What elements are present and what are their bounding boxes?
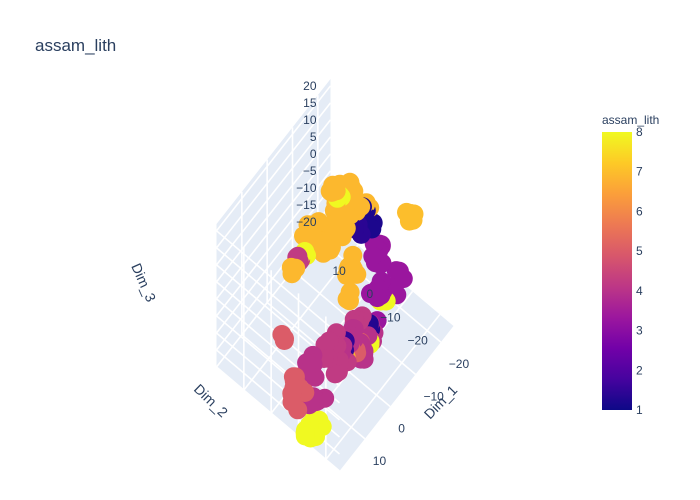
x-tick-label: 0 xyxy=(398,422,405,436)
colorbar: assam_lith 1 2 3 4 5 6 7 8 xyxy=(602,113,659,417)
grid-z-right xyxy=(215,366,341,472)
z-tick-label: 5 xyxy=(310,130,317,144)
y-tick-label: −10 xyxy=(380,310,401,324)
data-point xyxy=(363,246,383,266)
z-tick-label: 10 xyxy=(303,113,317,127)
data-point xyxy=(311,239,331,259)
chart-title: assam_lith xyxy=(35,36,116,55)
x-tick-label: −10 xyxy=(424,389,445,403)
colorbar-ticks: 1 2 3 4 5 6 7 8 xyxy=(636,125,643,417)
grid-z-left xyxy=(215,85,332,232)
z-tick-label: 0 xyxy=(310,147,317,161)
colorbar-tick-label: 2 xyxy=(636,363,643,377)
data-point xyxy=(294,226,313,246)
grid-z-right xyxy=(215,230,341,336)
data-point xyxy=(361,283,381,303)
data-point xyxy=(397,202,416,222)
data-point xyxy=(386,261,406,281)
data-point xyxy=(337,289,357,309)
x-tick-label: 10 xyxy=(373,454,387,468)
colorbar-tick-label: 7 xyxy=(636,165,643,179)
y-tick-label: −20 xyxy=(407,333,428,347)
y-tick-label: 10 xyxy=(332,264,346,278)
z-tick-label: 20 xyxy=(303,79,317,93)
colorbar-tick-label: 5 xyxy=(636,244,643,258)
z-tick-label: −10 xyxy=(296,181,317,195)
grid-z-left xyxy=(215,170,332,317)
data-point xyxy=(295,426,315,446)
data-point xyxy=(320,181,340,201)
colorbar-gradient xyxy=(602,132,632,410)
y-tick-label: 0 xyxy=(367,287,374,301)
data-point xyxy=(272,325,292,344)
data-point xyxy=(337,265,357,285)
x-tick-label: −20 xyxy=(449,357,470,371)
z-tick-label: −20 xyxy=(296,215,317,229)
colorbar-tick-label: 8 xyxy=(636,125,643,139)
data-point xyxy=(325,364,345,384)
grid-z-right xyxy=(215,247,341,353)
z-tick-label: 15 xyxy=(303,96,317,110)
grid-z-left xyxy=(215,136,332,283)
colorbar-title: assam_lith xyxy=(602,113,659,127)
grid-z-left xyxy=(215,119,332,266)
colorbar-tick-label: 4 xyxy=(636,284,643,298)
data-points xyxy=(272,172,424,448)
grid-z-left xyxy=(215,102,332,249)
pane-y xyxy=(216,79,331,367)
tick-labels: −20 −10 0 10 −20 −10 0 10 −20 −15 −10 −5 0 5 10 15 20 xyxy=(296,79,469,468)
colorbar-tick-label: 6 xyxy=(636,204,643,218)
grid-z-left xyxy=(215,153,332,300)
grid-z-left xyxy=(215,187,332,334)
colorbar-tick-label: 1 xyxy=(636,403,643,417)
z-tick-label: −15 xyxy=(296,198,317,212)
data-point xyxy=(282,392,302,412)
data-point xyxy=(282,264,302,284)
z-tick-label: −5 xyxy=(303,164,317,178)
colorbar-tick-label: 3 xyxy=(636,324,643,338)
grid-y-floor xyxy=(325,313,441,460)
